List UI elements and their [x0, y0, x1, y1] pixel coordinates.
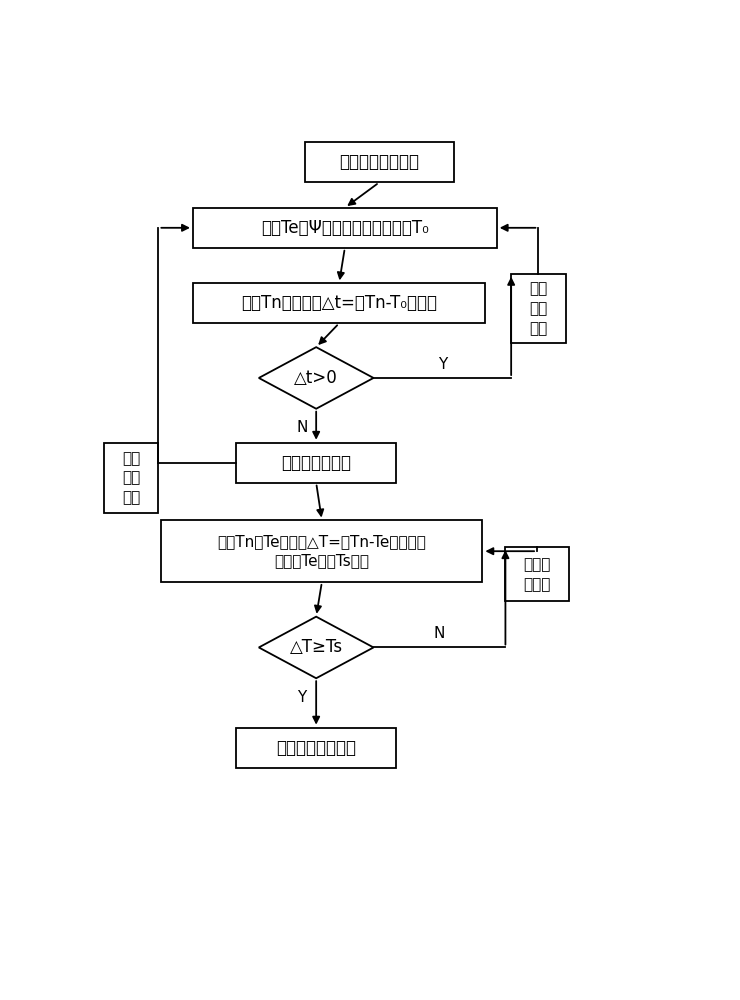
Text: 透明导电膜不工作: 透明导电膜不工作	[276, 739, 356, 757]
Text: N: N	[434, 626, 445, 641]
Text: Y: Y	[438, 357, 447, 372]
Text: 等待
规定
周期: 等待 规定 周期	[529, 281, 548, 336]
Text: △T≥Ts: △T≥Ts	[289, 638, 343, 656]
Bar	[236, 728, 397, 768]
Bar	[193, 283, 485, 323]
Bar	[505, 547, 568, 601]
Text: N: N	[296, 420, 308, 436]
Text: 获取Tn，并计算△t=（Tn-T₀）的值: 获取Tn，并计算△t=（Tn-T₀）的值	[241, 294, 437, 312]
Text: 获取Tn和Te，计算△T=（Tn-Te）的值，
并基于Te获取Ts的值: 获取Tn和Te，计算△T=（Tn-Te）的值， 并基于Te获取Ts的值	[218, 534, 426, 569]
Text: Y: Y	[297, 690, 306, 705]
Bar	[193, 208, 497, 248]
Text: 获取Te和Ψ，并基于该结果获取T₀: 获取Te和Ψ，并基于该结果获取T₀	[261, 219, 428, 237]
Bar	[236, 443, 397, 483]
Bar	[161, 520, 482, 582]
Bar	[305, 142, 454, 182]
Bar	[511, 274, 565, 343]
Polygon shape	[259, 617, 374, 678]
Text: △t>0: △t>0	[295, 369, 338, 387]
Polygon shape	[259, 347, 374, 409]
Text: 等待规
定周期: 等待规 定周期	[523, 557, 551, 592]
Text: 透明导电膜工作: 透明导电膜工作	[281, 454, 352, 472]
Text: 透明导电膜不工作: 透明导电膜不工作	[339, 153, 420, 171]
Text: 等待
规定
周期: 等待 规定 周期	[122, 451, 141, 505]
Bar	[104, 443, 158, 513]
